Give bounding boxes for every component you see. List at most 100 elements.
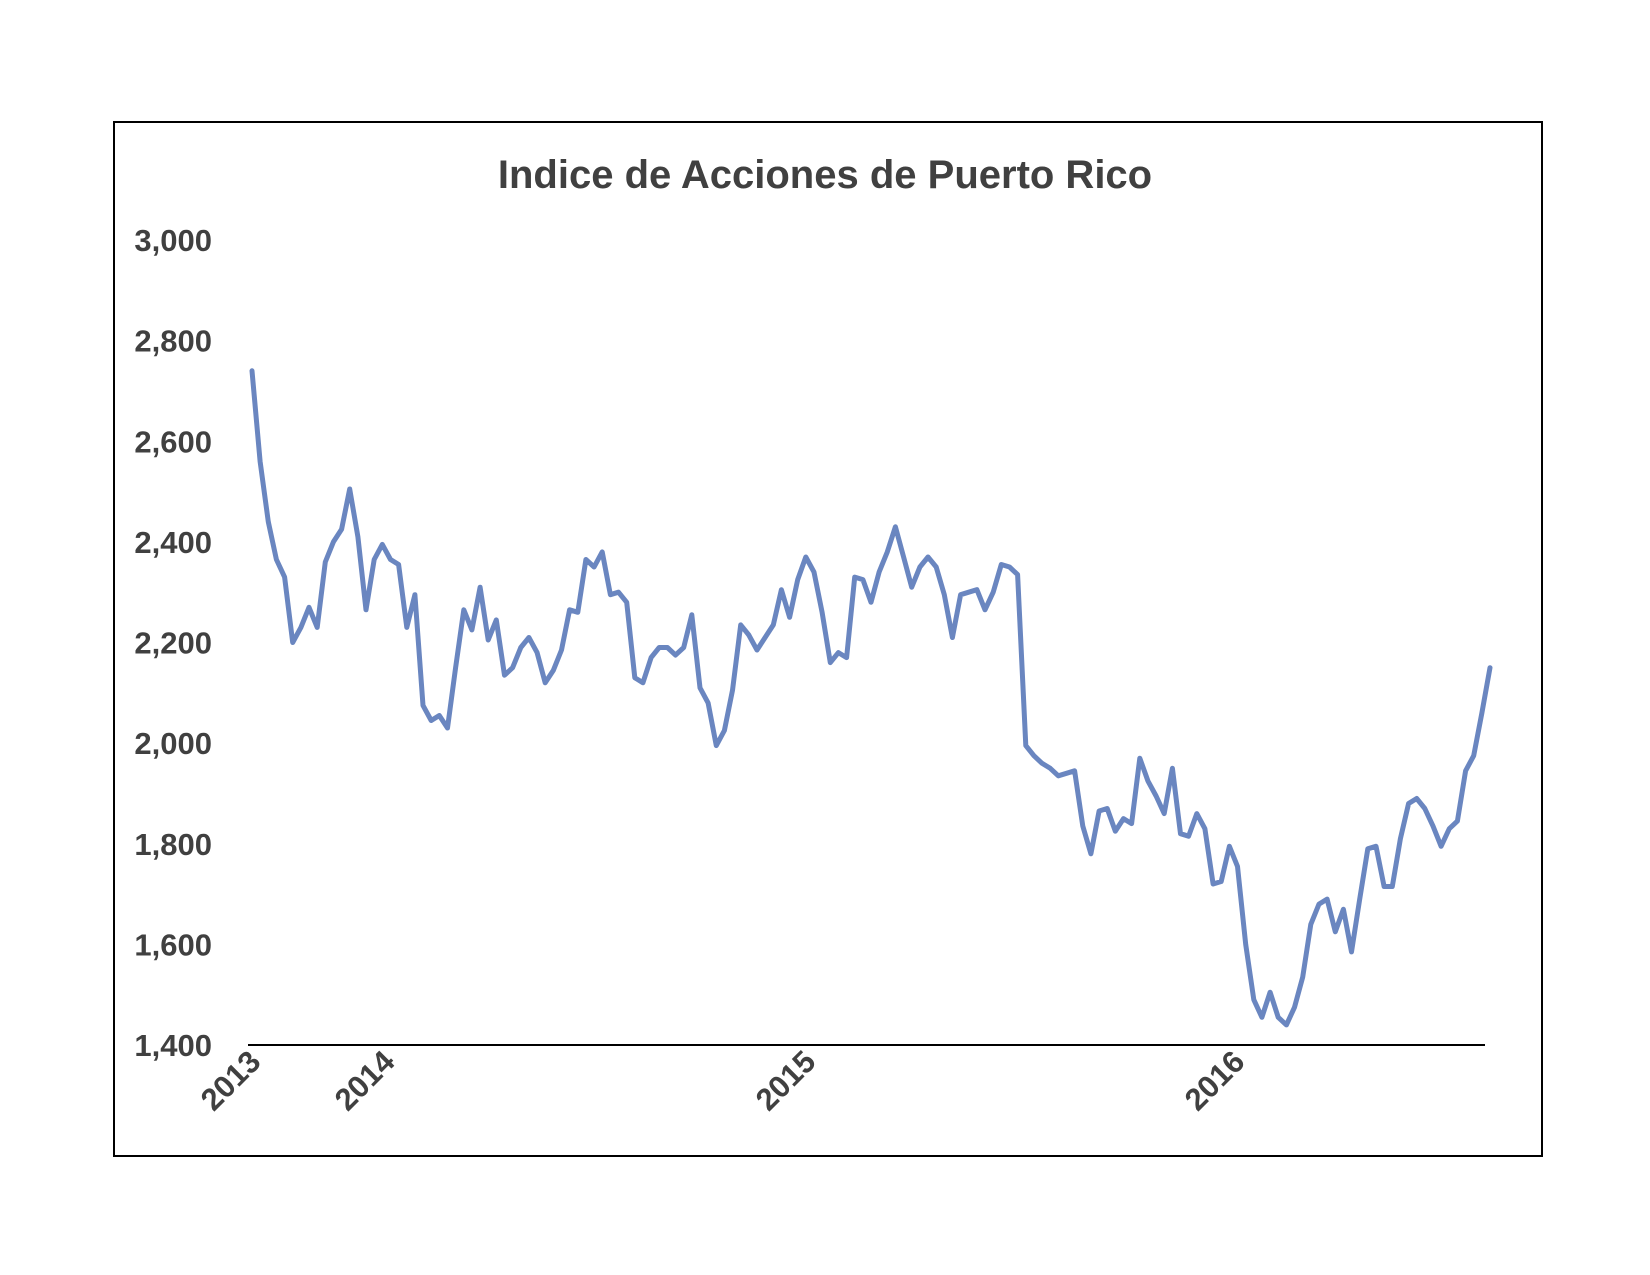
- data-point: [1138, 756, 1142, 760]
- data-point: [1146, 779, 1150, 783]
- data-point: [608, 593, 612, 597]
- data-point: [1333, 930, 1337, 934]
- x-tick-label: 2015: [749, 1044, 823, 1118]
- data-point: [918, 565, 922, 569]
- data-point: [1415, 797, 1419, 801]
- data-point: [1472, 754, 1476, 758]
- y-tick-label: 1,800: [134, 827, 212, 862]
- data-point: [1317, 902, 1321, 906]
- x-tick-label: 2014: [328, 1043, 402, 1117]
- data-point: [454, 666, 458, 670]
- data-point: [641, 681, 645, 685]
- data-point: [1073, 769, 1077, 773]
- data-point: [649, 656, 653, 660]
- data-point: [934, 565, 938, 569]
- data-point: [1439, 844, 1443, 848]
- data-point: [1227, 844, 1231, 848]
- data-point: [731, 688, 735, 692]
- data-point: [1358, 897, 1362, 901]
- data-point: [1398, 837, 1402, 841]
- data-point: [1211, 882, 1215, 886]
- data-point: [975, 588, 979, 592]
- data-point: [722, 729, 726, 733]
- data-point: [869, 600, 873, 604]
- data-point: [1284, 1023, 1288, 1027]
- data-point: [592, 565, 596, 569]
- data-point: [437, 714, 441, 718]
- data-point: [950, 636, 954, 640]
- data-point: [1447, 827, 1451, 831]
- data-point: [1423, 807, 1427, 811]
- data-point: [1431, 824, 1435, 828]
- data-point: [991, 590, 995, 594]
- data-point: [307, 605, 311, 609]
- data-point: [804, 555, 808, 559]
- data-point: [885, 550, 889, 554]
- data-point: [1276, 1015, 1280, 1019]
- data-point: [446, 726, 450, 730]
- data-points: [250, 369, 1492, 1027]
- data-point: [739, 623, 743, 627]
- data-point: [1195, 812, 1199, 816]
- data-point: [999, 563, 1003, 567]
- data-point: [1089, 852, 1093, 856]
- data-point: [478, 585, 482, 589]
- data-point: [283, 575, 287, 579]
- data-point: [706, 701, 710, 705]
- x-tick-label: 2016: [1178, 1044, 1252, 1118]
- data-point: [291, 641, 295, 645]
- data-point: [470, 628, 474, 632]
- data-point: [1170, 766, 1174, 770]
- data-point: [560, 648, 564, 652]
- data-point: [779, 588, 783, 592]
- data-point: [1048, 766, 1052, 770]
- data-point: [380, 542, 384, 546]
- data-point: [511, 666, 515, 670]
- data-point: [1016, 573, 1020, 577]
- data-point: [1366, 847, 1370, 851]
- data-point: [584, 558, 588, 562]
- data-point: [389, 558, 393, 562]
- data-point: [788, 615, 792, 619]
- data-point: [323, 560, 327, 564]
- data-point: [503, 673, 507, 677]
- data-point: [1464, 769, 1468, 773]
- data-point: [625, 600, 629, 604]
- data-point: [959, 593, 963, 597]
- data-point: [266, 520, 270, 524]
- data-point: [1162, 812, 1166, 816]
- data-point: [755, 648, 759, 652]
- data-point: [1244, 942, 1248, 946]
- data-point: [665, 646, 669, 650]
- data-point: [983, 608, 987, 612]
- data-point: [535, 651, 539, 655]
- data-point: [1154, 794, 1158, 798]
- data-point: [926, 555, 930, 559]
- data-point: [1268, 990, 1272, 994]
- data-point: [568, 608, 572, 612]
- data-point: [617, 590, 621, 594]
- data-point: [299, 625, 303, 629]
- data-point: [1488, 666, 1492, 670]
- chart-title: Indice de Acciones de Puerto Rico: [498, 153, 1152, 197]
- data-point: [1455, 819, 1459, 823]
- data-point: [812, 570, 816, 574]
- data-point: [1203, 827, 1207, 831]
- data-point: [372, 558, 376, 562]
- data-point: [902, 555, 906, 559]
- data-point: [1040, 761, 1044, 765]
- data-point: [853, 575, 857, 579]
- data-point: [356, 535, 360, 539]
- data-point: [1325, 897, 1329, 901]
- data-point: [763, 636, 767, 640]
- y-tick-label: 2,000: [134, 726, 212, 761]
- data-point: [1056, 774, 1060, 778]
- data-point: [1480, 711, 1484, 715]
- y-tick-label: 2,600: [134, 424, 212, 459]
- data-point: [494, 618, 498, 622]
- data-point: [796, 578, 800, 582]
- data-point: [331, 540, 335, 544]
- y-tick-label: 2,200: [134, 626, 212, 661]
- data-point: [348, 487, 352, 491]
